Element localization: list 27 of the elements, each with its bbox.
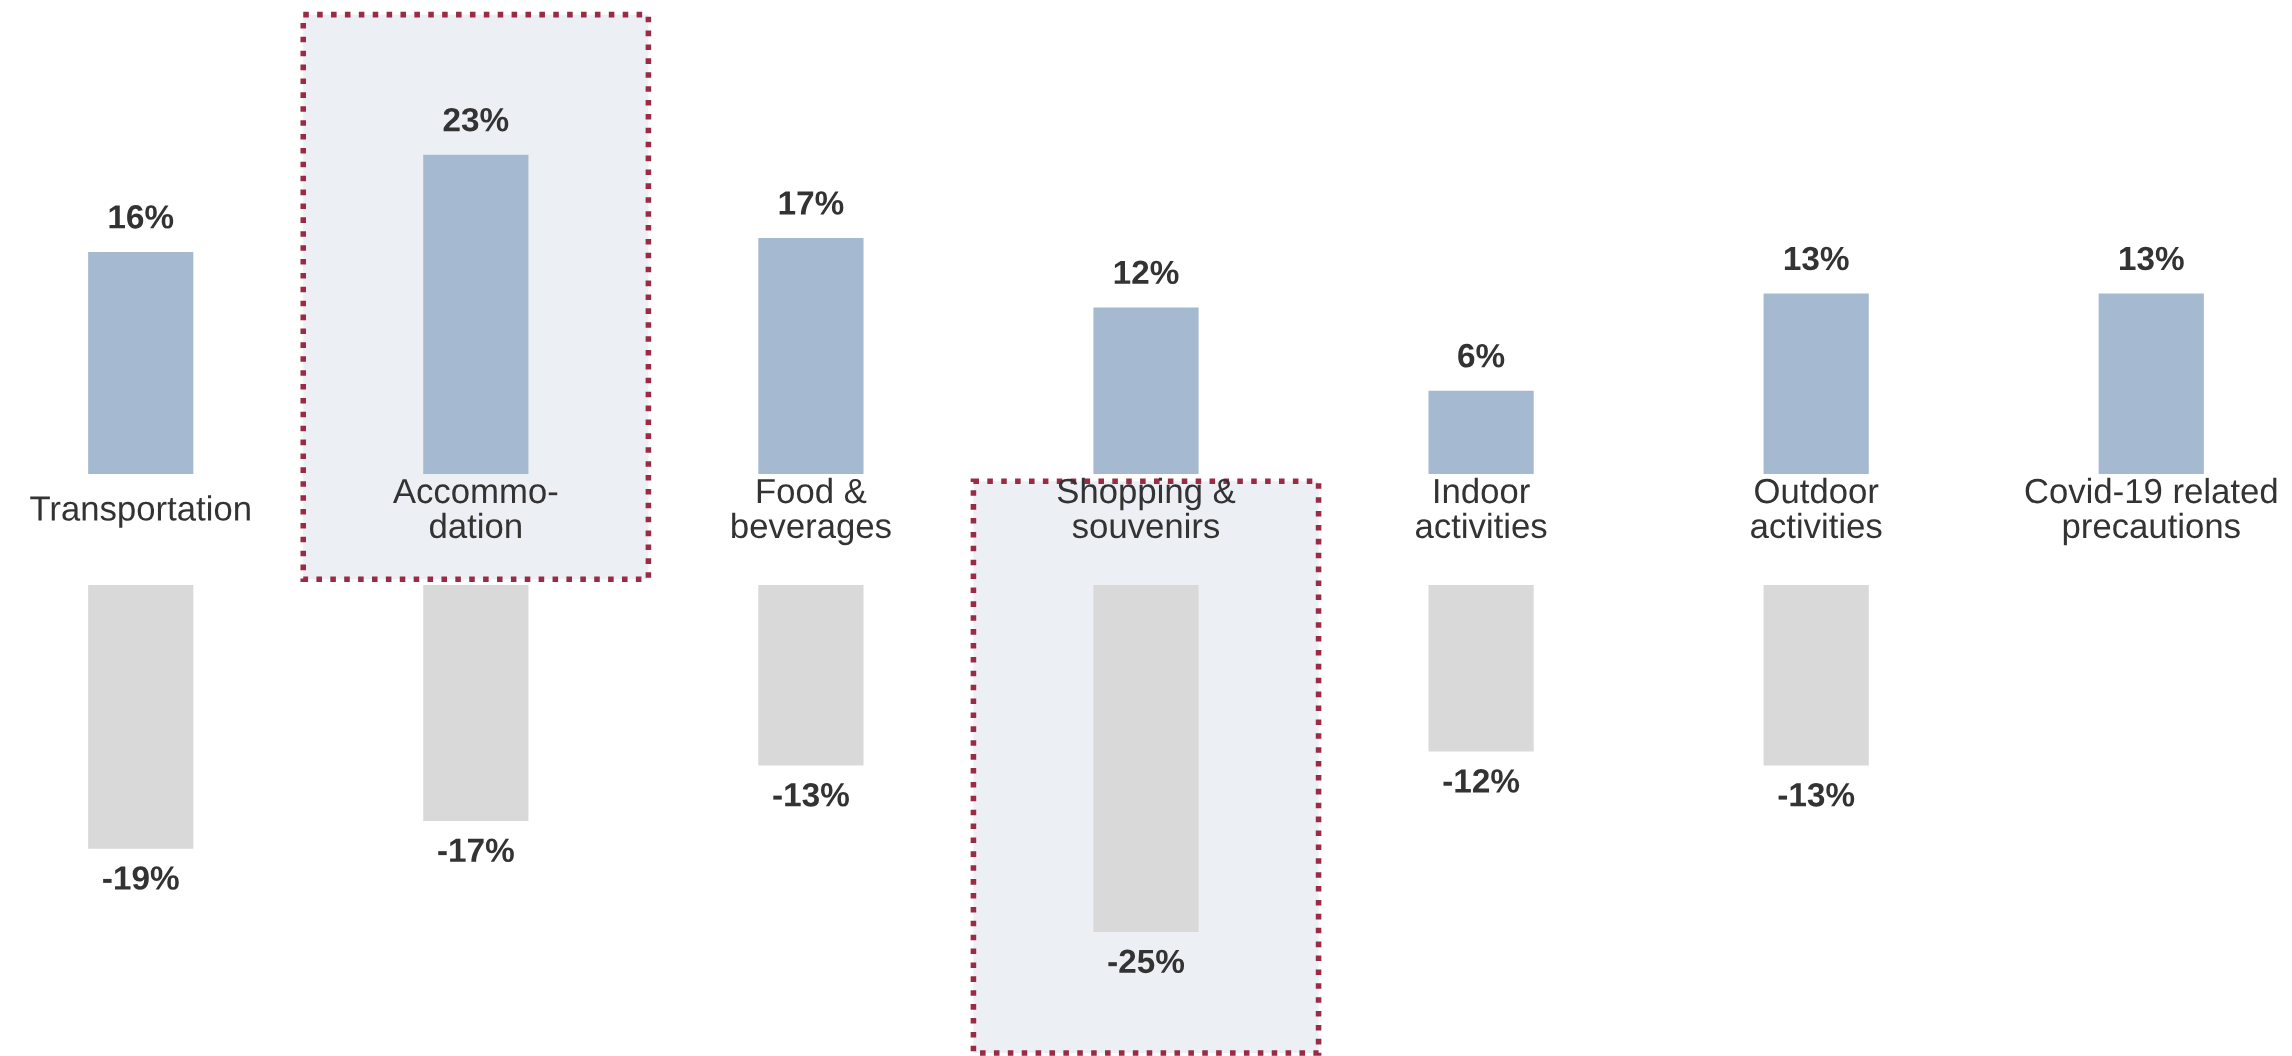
data-label: 6% <box>1458 343 1505 368</box>
x-tick-label: Accommo- dation <box>392 479 558 539</box>
x-tick-label: Indoor activities <box>1415 477 1547 539</box>
data-label: 12% <box>1114 260 1179 285</box>
data-label: -25% <box>1108 949 1185 974</box>
bar <box>423 154 529 474</box>
data-label: -17% <box>438 838 514 863</box>
data-label: -19% <box>103 866 179 890</box>
data-label: -13% <box>773 782 849 807</box>
data-label: 17% <box>779 191 844 215</box>
data-label: 13% <box>1784 246 1849 271</box>
x-tick-label: Outdoor activities <box>1751 477 1882 539</box>
bar <box>1428 390 1534 474</box>
bar <box>2098 293 2204 474</box>
data-label: 16% <box>109 205 174 229</box>
x-tick-label: Transportation <box>30 495 250 528</box>
bar <box>1763 293 1869 474</box>
x-tick-label: Covid-19 related precautions <box>2025 477 2277 546</box>
bar <box>1093 307 1199 474</box>
bar <box>88 251 194 474</box>
data-label: -13% <box>1778 782 1855 807</box>
data-label: -12% <box>1443 769 1520 793</box>
bar <box>758 238 864 474</box>
data-label: 13% <box>2120 246 2184 271</box>
x-tick-label: Shopping & souvenirs <box>1057 477 1236 539</box>
data-label: 23% <box>443 107 509 132</box>
x-tick-label: Food & beverages <box>732 477 891 546</box>
